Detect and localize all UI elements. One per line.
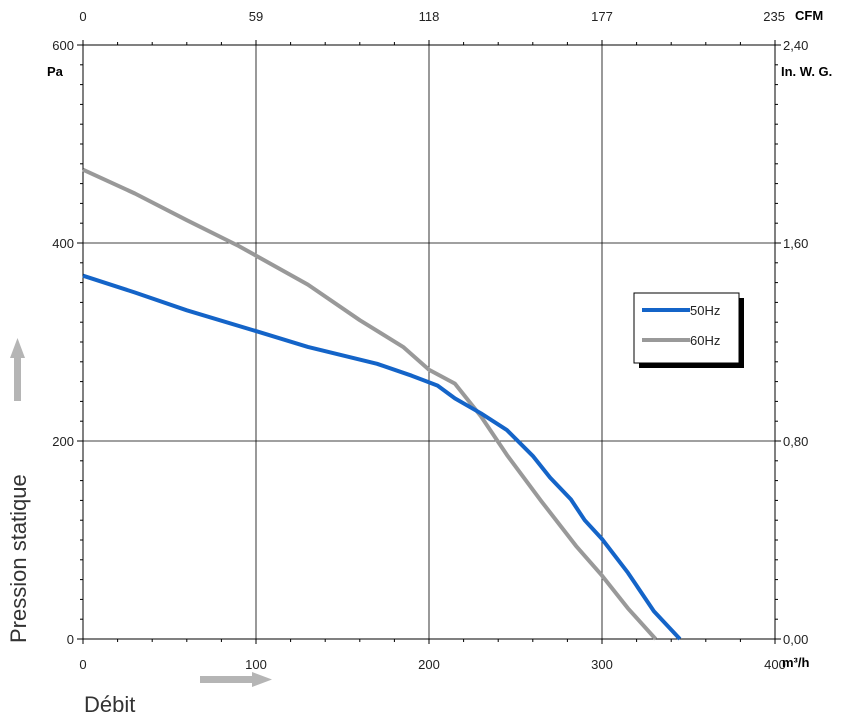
y2-unit-label: In. W. G. [781,64,832,79]
legend: 50Hz 60Hz [633,292,744,368]
y-tick-label: 600 [52,38,74,53]
x-tick-label: 400 [764,657,786,672]
x-tick-label: 200 [418,657,440,672]
y-axis-arrow [10,338,25,401]
y-axis-title: Pression statique [6,474,31,643]
x2-unit-label: CFM [795,8,823,23]
y2-tick-label: 2,40 [783,38,808,53]
y-tick-label: 200 [52,434,74,449]
y-tick-label: 400 [52,236,74,251]
y2-tick-label: 1,60 [783,236,808,251]
x2-tick-label: 177 [591,9,613,24]
x-tick-label: 300 [591,657,613,672]
grid-lines [83,45,775,639]
x-tick-label: 100 [245,657,267,672]
x-axis-arrow [200,672,272,687]
x-tick-label: 0 [79,657,86,672]
x2-tick-label: 0 [79,9,86,24]
series-lines [82,167,682,641]
y-tick-label: 0 [67,632,74,647]
y-unit-label: Pa [47,64,64,79]
y2-tick-label: 0,00 [783,632,808,647]
legend-label-60hz: 60Hz [690,333,720,348]
legend-label-50hz: 50Hz [690,303,720,318]
x2-tick-label: 235 [763,9,785,24]
x2-tick-label: 59 [249,9,263,24]
x2-tick-label: 118 [419,9,440,24]
axis-ticks [77,40,781,644]
series-line-60hz [82,167,658,641]
series-line-50hz [82,273,682,641]
x-unit-label: m³/h [782,655,810,670]
y2-tick-label: 0,80 [783,434,808,449]
legend-box [633,292,740,364]
x-axis-title: Débit [84,692,135,717]
